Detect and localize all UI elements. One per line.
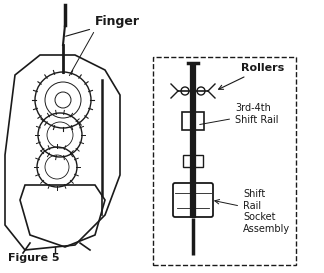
Bar [183, 155, 203, 167]
Text: Finger: Finger [66, 15, 140, 36]
Bar [182, 112, 204, 130]
Text: 3rd-4th
Shift Rail: 3rd-4th Shift Rail [200, 103, 279, 125]
Bar [153, 57, 296, 265]
Text: Figure 5: Figure 5 [8, 253, 60, 263]
Text: Rollers: Rollers [219, 63, 284, 89]
Text: Shift
Rail
Socket
Assembly: Shift Rail Socket Assembly [215, 189, 290, 234]
